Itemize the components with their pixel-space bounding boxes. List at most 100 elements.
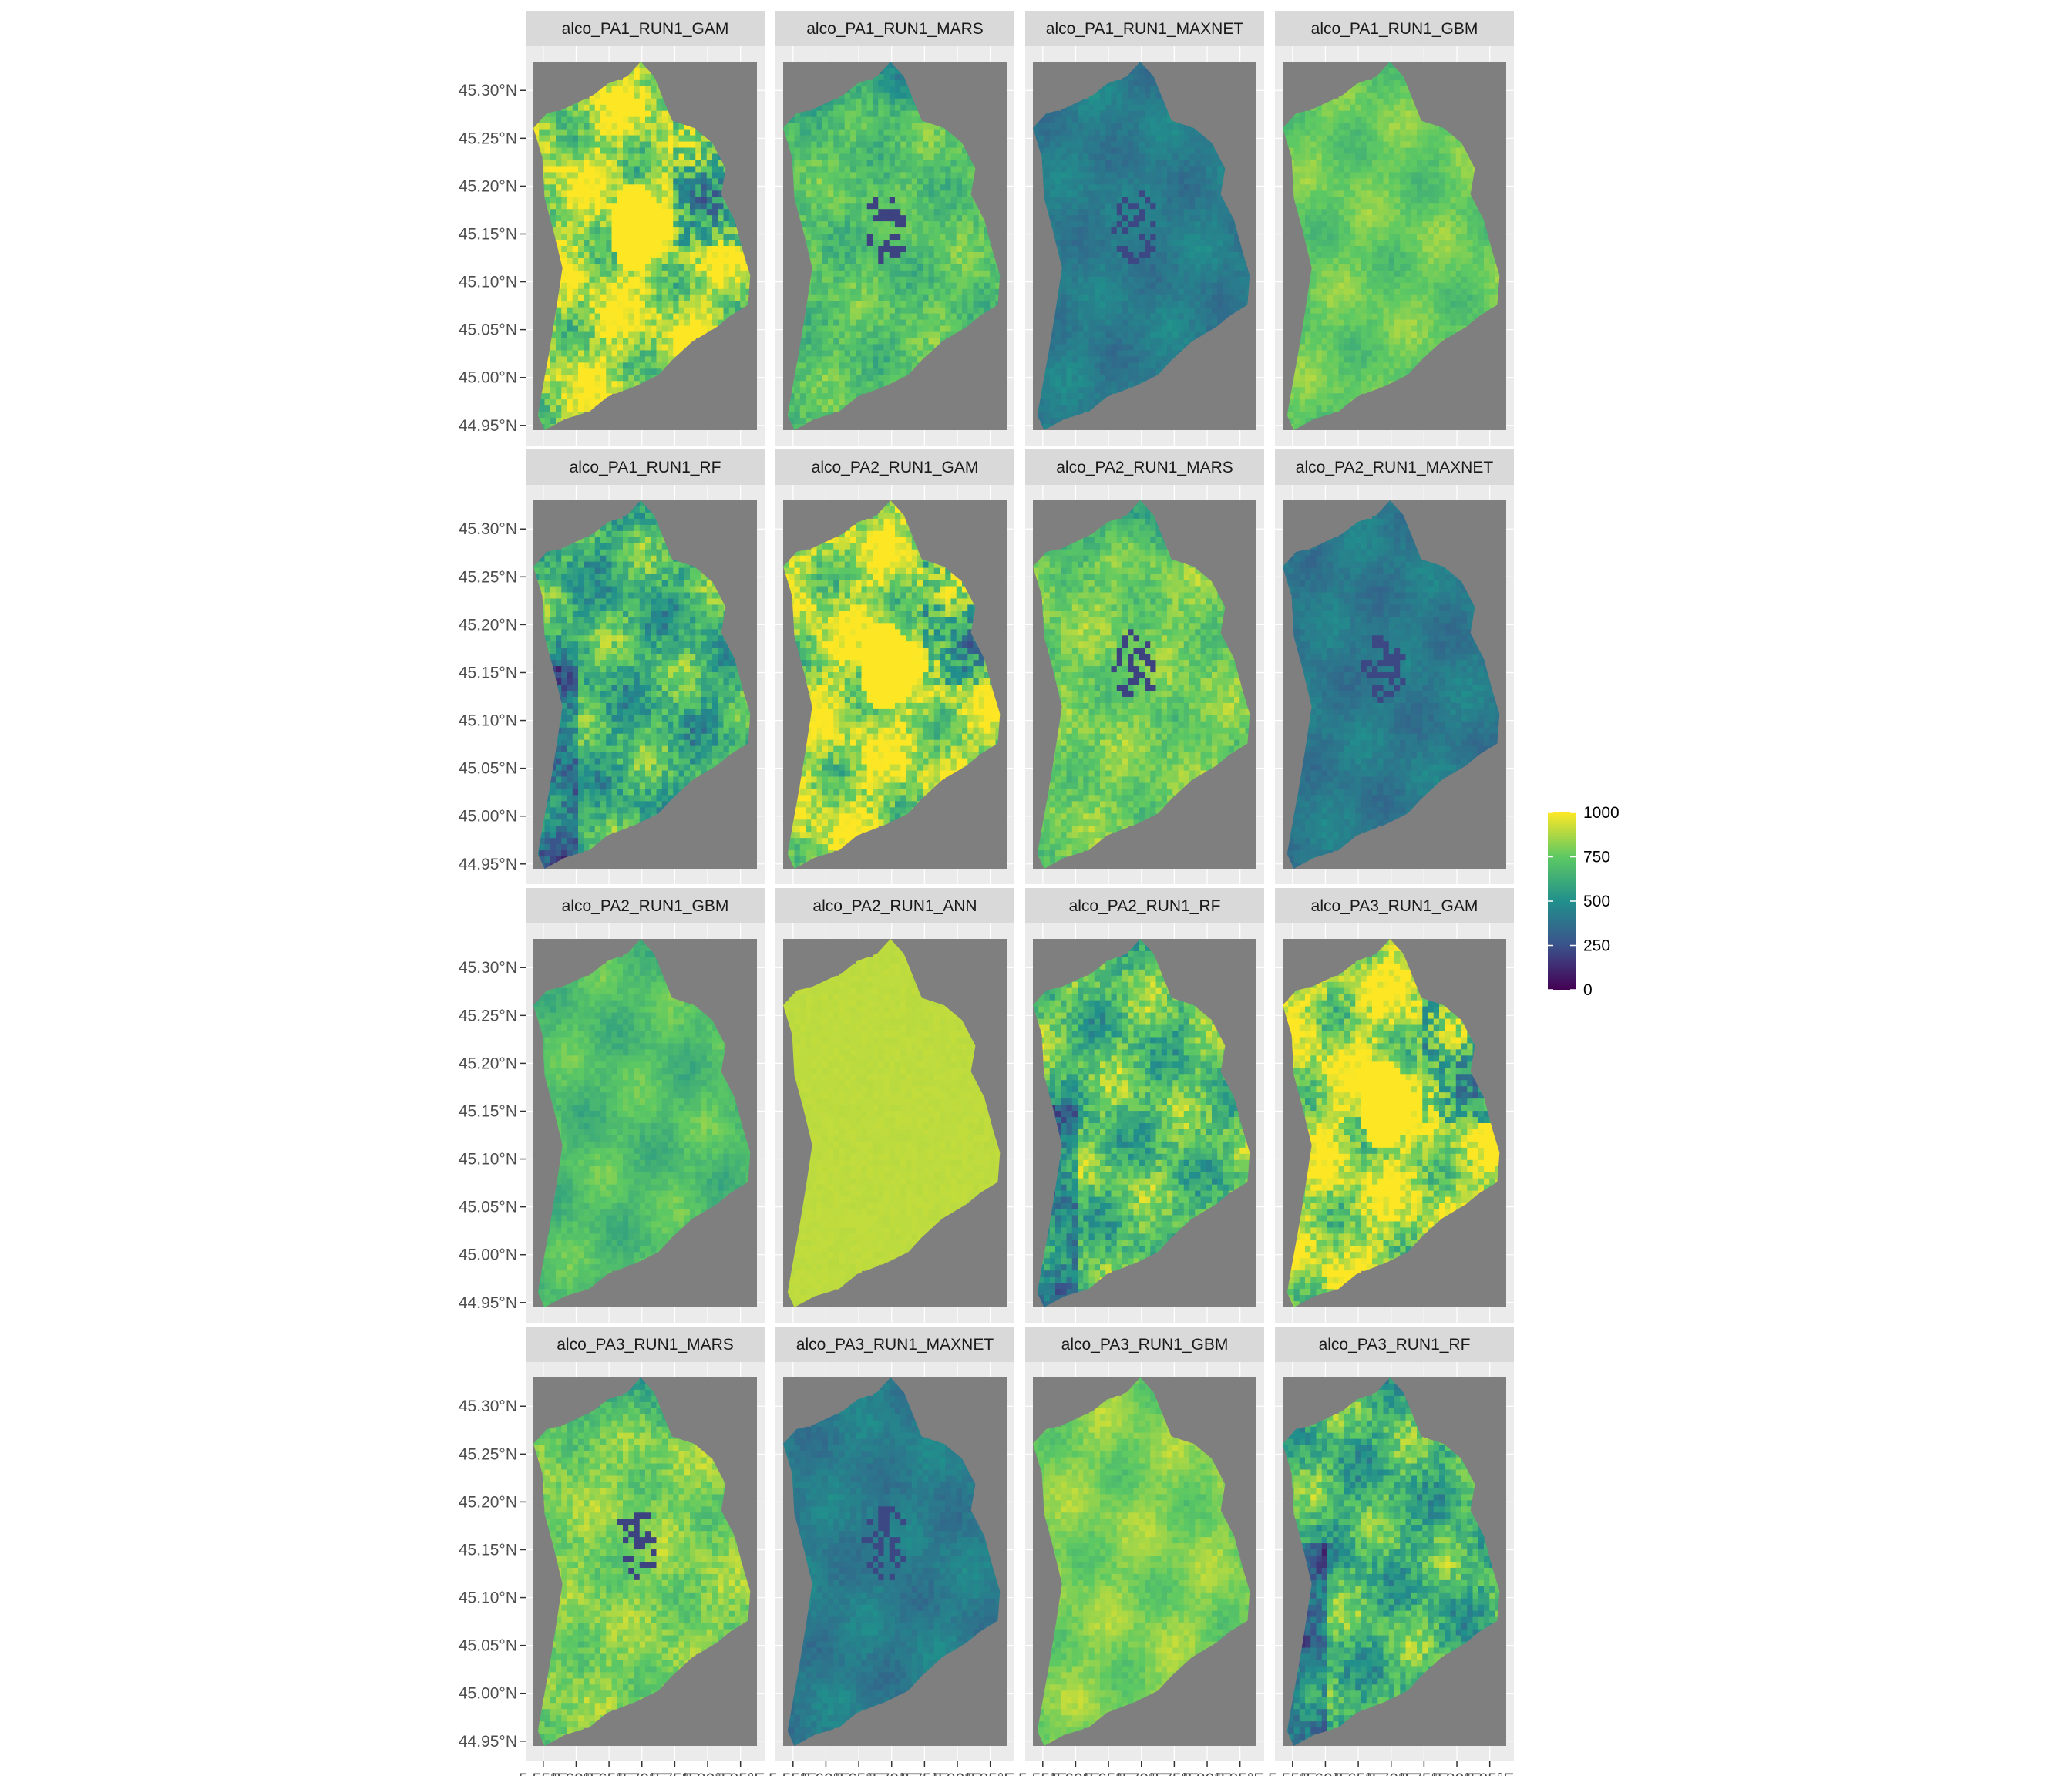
raster-cell [1217,288,1224,296]
raster-cell [550,215,557,222]
raster-cell [594,264,601,271]
raster-cell [1133,307,1140,314]
raster-cell [628,319,635,327]
raster-cell [917,123,923,130]
raster-cell [1155,129,1162,136]
raster-cell [1071,264,1078,271]
raster-cell [661,350,668,357]
raster-cell [822,227,829,234]
raster-cell [1178,288,1185,296]
raster-cell [1078,98,1084,106]
raster-cell [1155,184,1162,191]
raster-cell [816,251,823,259]
raster-cell [833,276,840,284]
raster-cell [589,184,596,191]
raster-cell [1189,184,1196,191]
raster-cell [556,110,562,118]
raster-cell [811,197,818,204]
raster-cell [1128,246,1135,253]
raster-cell [973,215,980,222]
raster-cell [866,116,873,124]
raster-cell [1100,178,1106,185]
raster-cell [1105,350,1112,357]
raster-cell [1055,301,1061,308]
raster-cell [889,147,896,155]
raster-cell [917,240,923,247]
raster-cell [1094,221,1101,228]
raster-cell [611,356,618,363]
raster-cell [1122,221,1128,228]
raster-cell [984,276,991,284]
raster-cell [828,135,834,143]
raster-cell [606,240,613,247]
raster-cell [584,116,590,124]
raster-cell [806,350,812,357]
raster-cell [1105,110,1112,118]
raster-cell [1150,246,1157,253]
raster-cell [1212,215,1218,222]
raster-cell [701,190,708,197]
raster-cell [706,184,713,191]
raster-cell [1061,240,1068,247]
raster-cell [584,362,590,369]
facet-alco_PA1_RUN1_MARS: alco_PA1_RUN1_MARS [775,11,1014,446]
raster-cell [556,356,562,363]
raster-cell [623,251,629,259]
raster-cell [1066,368,1073,375]
raster-cell [911,141,918,149]
raster-cell [990,270,997,278]
raster-cell [856,190,863,197]
raster-cell [1105,325,1112,333]
raster-cell [1066,234,1073,240]
raster-cell [1195,221,1202,228]
raster-cell [1061,288,1068,296]
raster-cell [584,313,590,321]
raster-cell [690,178,696,185]
raster-cell [816,172,823,179]
raster-cell [561,153,568,161]
raster-cell [1094,362,1101,369]
raster-cell [611,307,618,314]
raster-cell [600,129,607,136]
raster-cell [799,153,806,161]
raster-cell [1100,270,1106,278]
raster-cell [883,141,890,149]
raster-cell [883,227,890,234]
raster-cell [806,153,812,161]
raster-cell [550,123,557,130]
raster-cell [1071,197,1078,204]
raster-cell [589,160,596,167]
raster-cell [561,160,568,167]
raster-cell [806,405,812,412]
raster-cell [889,79,896,87]
raster-cell [661,147,668,155]
raster-cell [806,141,812,149]
raster-cell [900,147,907,155]
raster-cell [1105,240,1112,247]
raster-cell [856,350,863,357]
raster-cell [584,240,590,247]
raster-cell [572,153,579,161]
raster-cell [839,234,846,240]
raster-cell [572,104,579,112]
raster-cell [594,350,601,357]
raster-cell [1178,331,1185,339]
raster-cell [861,288,868,296]
raster-cell [1234,251,1240,259]
raster-cell [639,147,646,155]
raster-cell [572,368,579,375]
raster-cell [561,381,568,388]
raster-cell [806,110,812,118]
raster-cell [1321,129,1328,136]
raster-cell [1049,123,1056,130]
raster-cell [701,276,708,284]
raster-cell [844,257,851,265]
raster-cell [900,98,907,106]
raster-cell [701,166,708,173]
raster-cell [1161,123,1168,130]
raster-cell [873,104,879,112]
raster-cell [984,240,991,247]
raster-cell [584,147,590,155]
raster-cell [606,178,613,185]
raster-cell [695,325,702,333]
